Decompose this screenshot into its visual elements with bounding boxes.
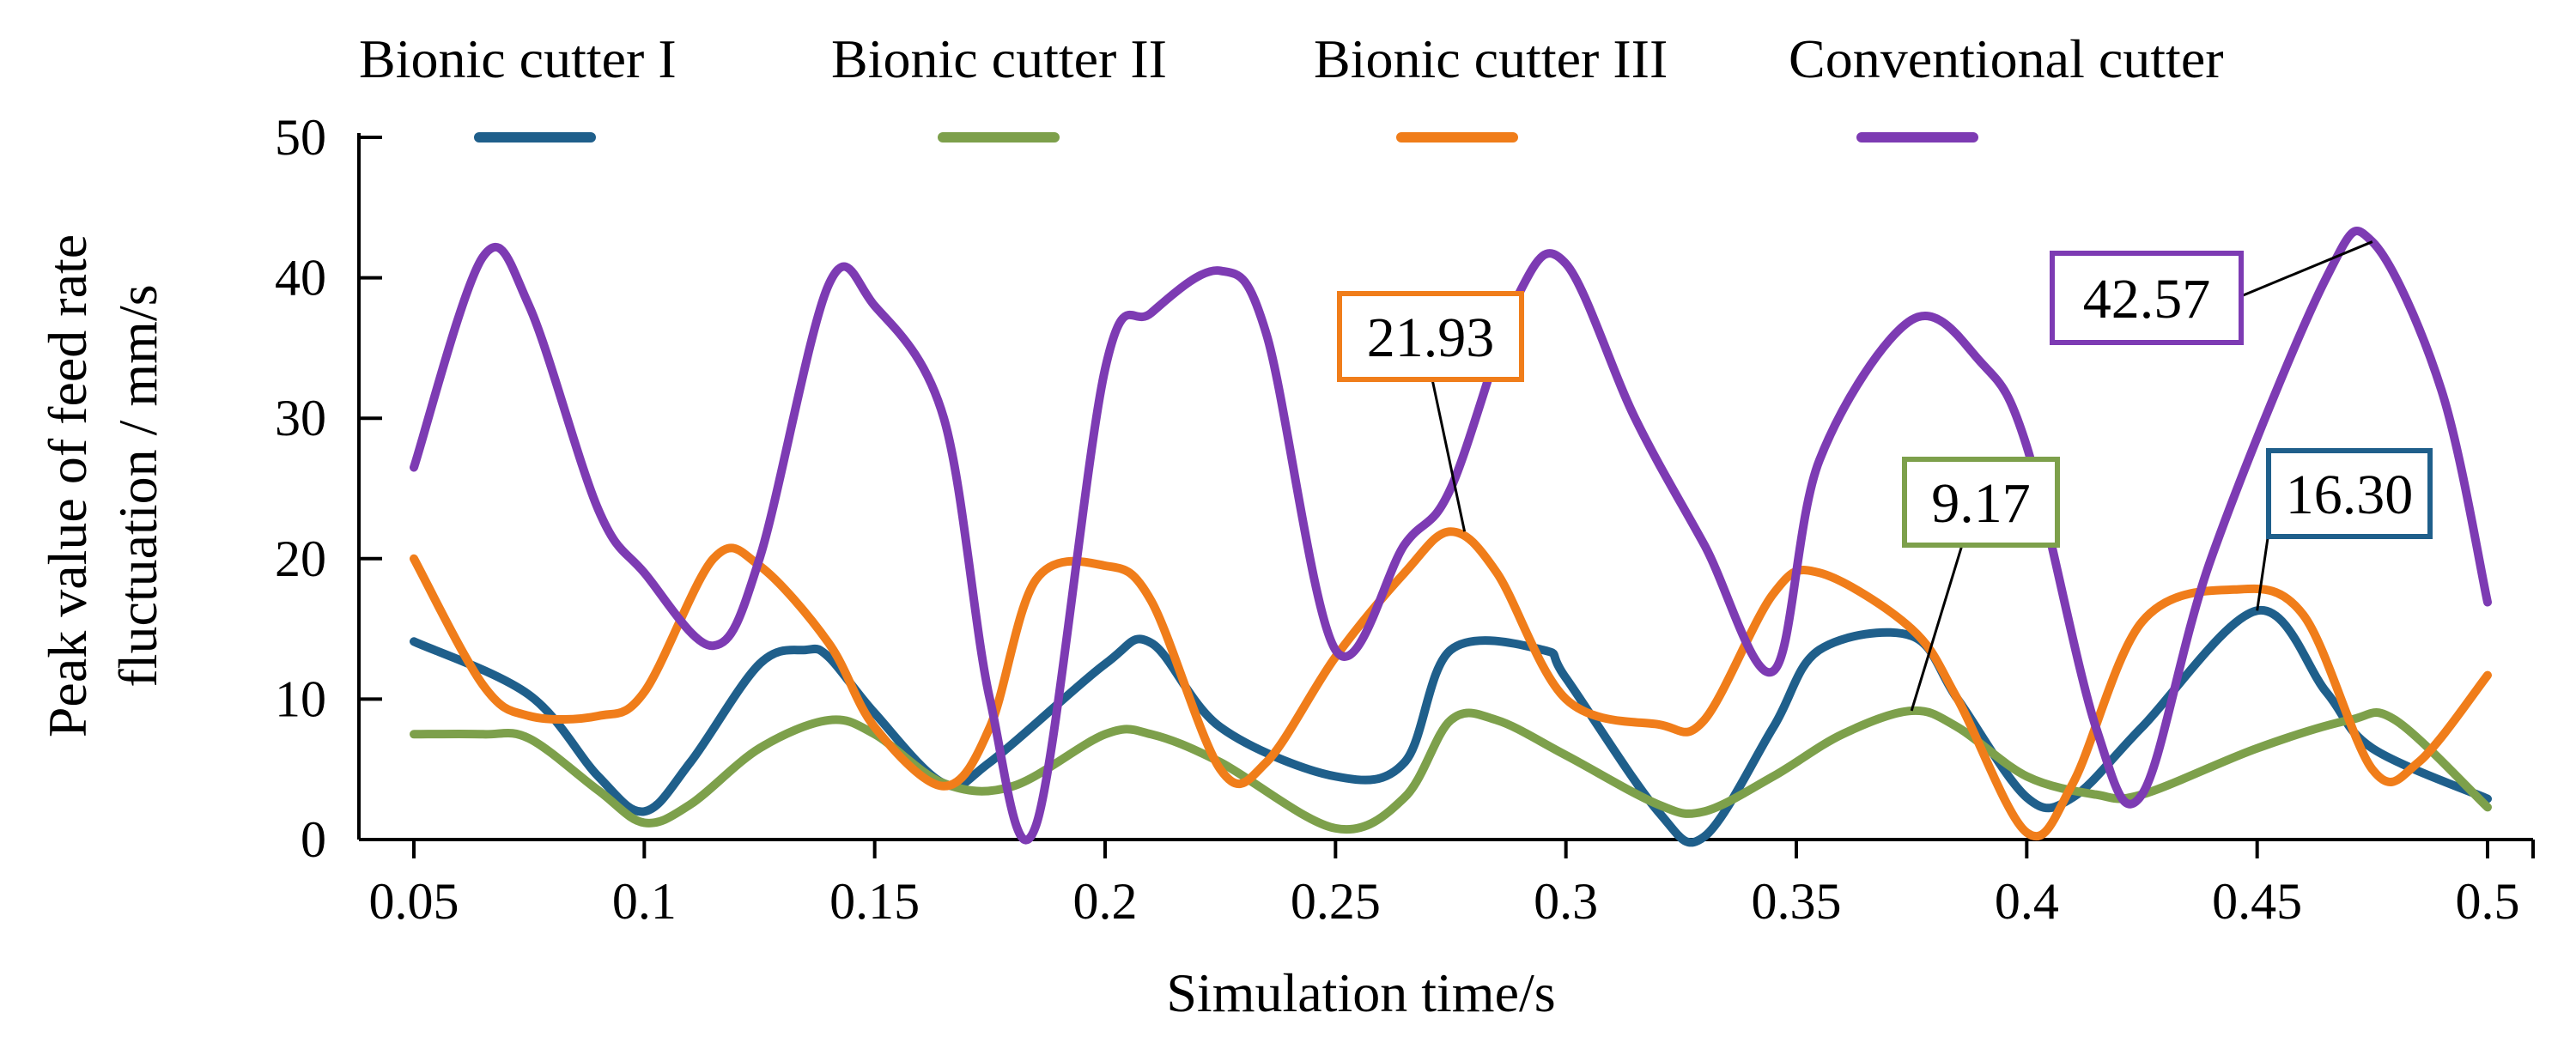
x-tick-label: 0.2 bbox=[1073, 873, 1138, 930]
y-axis-label-line-2: fluctuation / mm/s bbox=[107, 284, 168, 687]
series-line-conventional-cutter bbox=[410, 227, 2492, 845]
y-tick-label: 20 bbox=[275, 531, 326, 587]
annotations: 21.93 9.17 16.30 42.57 bbox=[1337, 240, 2433, 712]
y-tick-label: 0 bbox=[301, 811, 326, 868]
series-line-bionic-cutter-ii bbox=[410, 706, 2492, 834]
y-ticks: 0 10 20 30 40 50 bbox=[275, 109, 382, 868]
x-ticks: 0.05 0.1 0.15 0.2 0.25 0.3 0.35 0.4 0.45 0.5 bbox=[369, 840, 2535, 930]
x-tick-label: 0.15 bbox=[829, 873, 920, 930]
x-tick-label: 0.3 bbox=[1534, 873, 1598, 930]
y-tick-label: 10 bbox=[275, 670, 326, 727]
x-tick-label: 0.45 bbox=[2212, 873, 2302, 930]
annotation-leader bbox=[1431, 379, 1467, 532]
annotation-label: 9.17 bbox=[1931, 472, 2031, 535]
legend-label: Bionic cutter III bbox=[1314, 28, 1668, 89]
annotation-leader bbox=[2240, 240, 2373, 298]
x-tick-label: 0.35 bbox=[1752, 873, 1842, 930]
legend-label: Bionic cutter II bbox=[831, 28, 1167, 89]
x-tick-label: 0.25 bbox=[1291, 873, 1381, 930]
annotation-leader bbox=[1910, 544, 1964, 712]
annotation-label: 42.57 bbox=[2083, 268, 2211, 330]
legend-label: Conventional cutter bbox=[1789, 28, 2224, 89]
y-axis-label-line-1: Peak value of feed rate bbox=[37, 234, 98, 737]
axes bbox=[357, 133, 2533, 841]
series-line-bionic-cutter-i bbox=[410, 606, 2492, 847]
y-tick-label: 40 bbox=[275, 250, 326, 306]
legend: Bionic cutter I Bionic cutter II Bionic cu… bbox=[359, 28, 2224, 143]
legend-label: Bionic cutter I bbox=[359, 28, 677, 89]
annotation-box bbox=[2266, 448, 2433, 539]
x-tick-label: 0.5 bbox=[2456, 873, 2520, 930]
annotation-leader bbox=[2256, 531, 2270, 611]
x-tick-label: 0.1 bbox=[612, 873, 677, 930]
annotation-box bbox=[1337, 291, 1524, 382]
series-lines bbox=[410, 227, 2492, 847]
annotation-box bbox=[1902, 457, 2060, 548]
annotation-label: 21.93 bbox=[1367, 306, 1495, 369]
y-tick-label: 50 bbox=[275, 109, 326, 166]
y-tick-label: 30 bbox=[275, 390, 326, 446]
x-tick-label: 0.4 bbox=[1995, 873, 2059, 930]
x-tick-label: 0.05 bbox=[369, 873, 459, 930]
x-axis-label: Simulation time/s bbox=[1166, 962, 1555, 1023]
annotation-box bbox=[2050, 251, 2244, 345]
annotation-label: 16.30 bbox=[2286, 464, 2414, 526]
